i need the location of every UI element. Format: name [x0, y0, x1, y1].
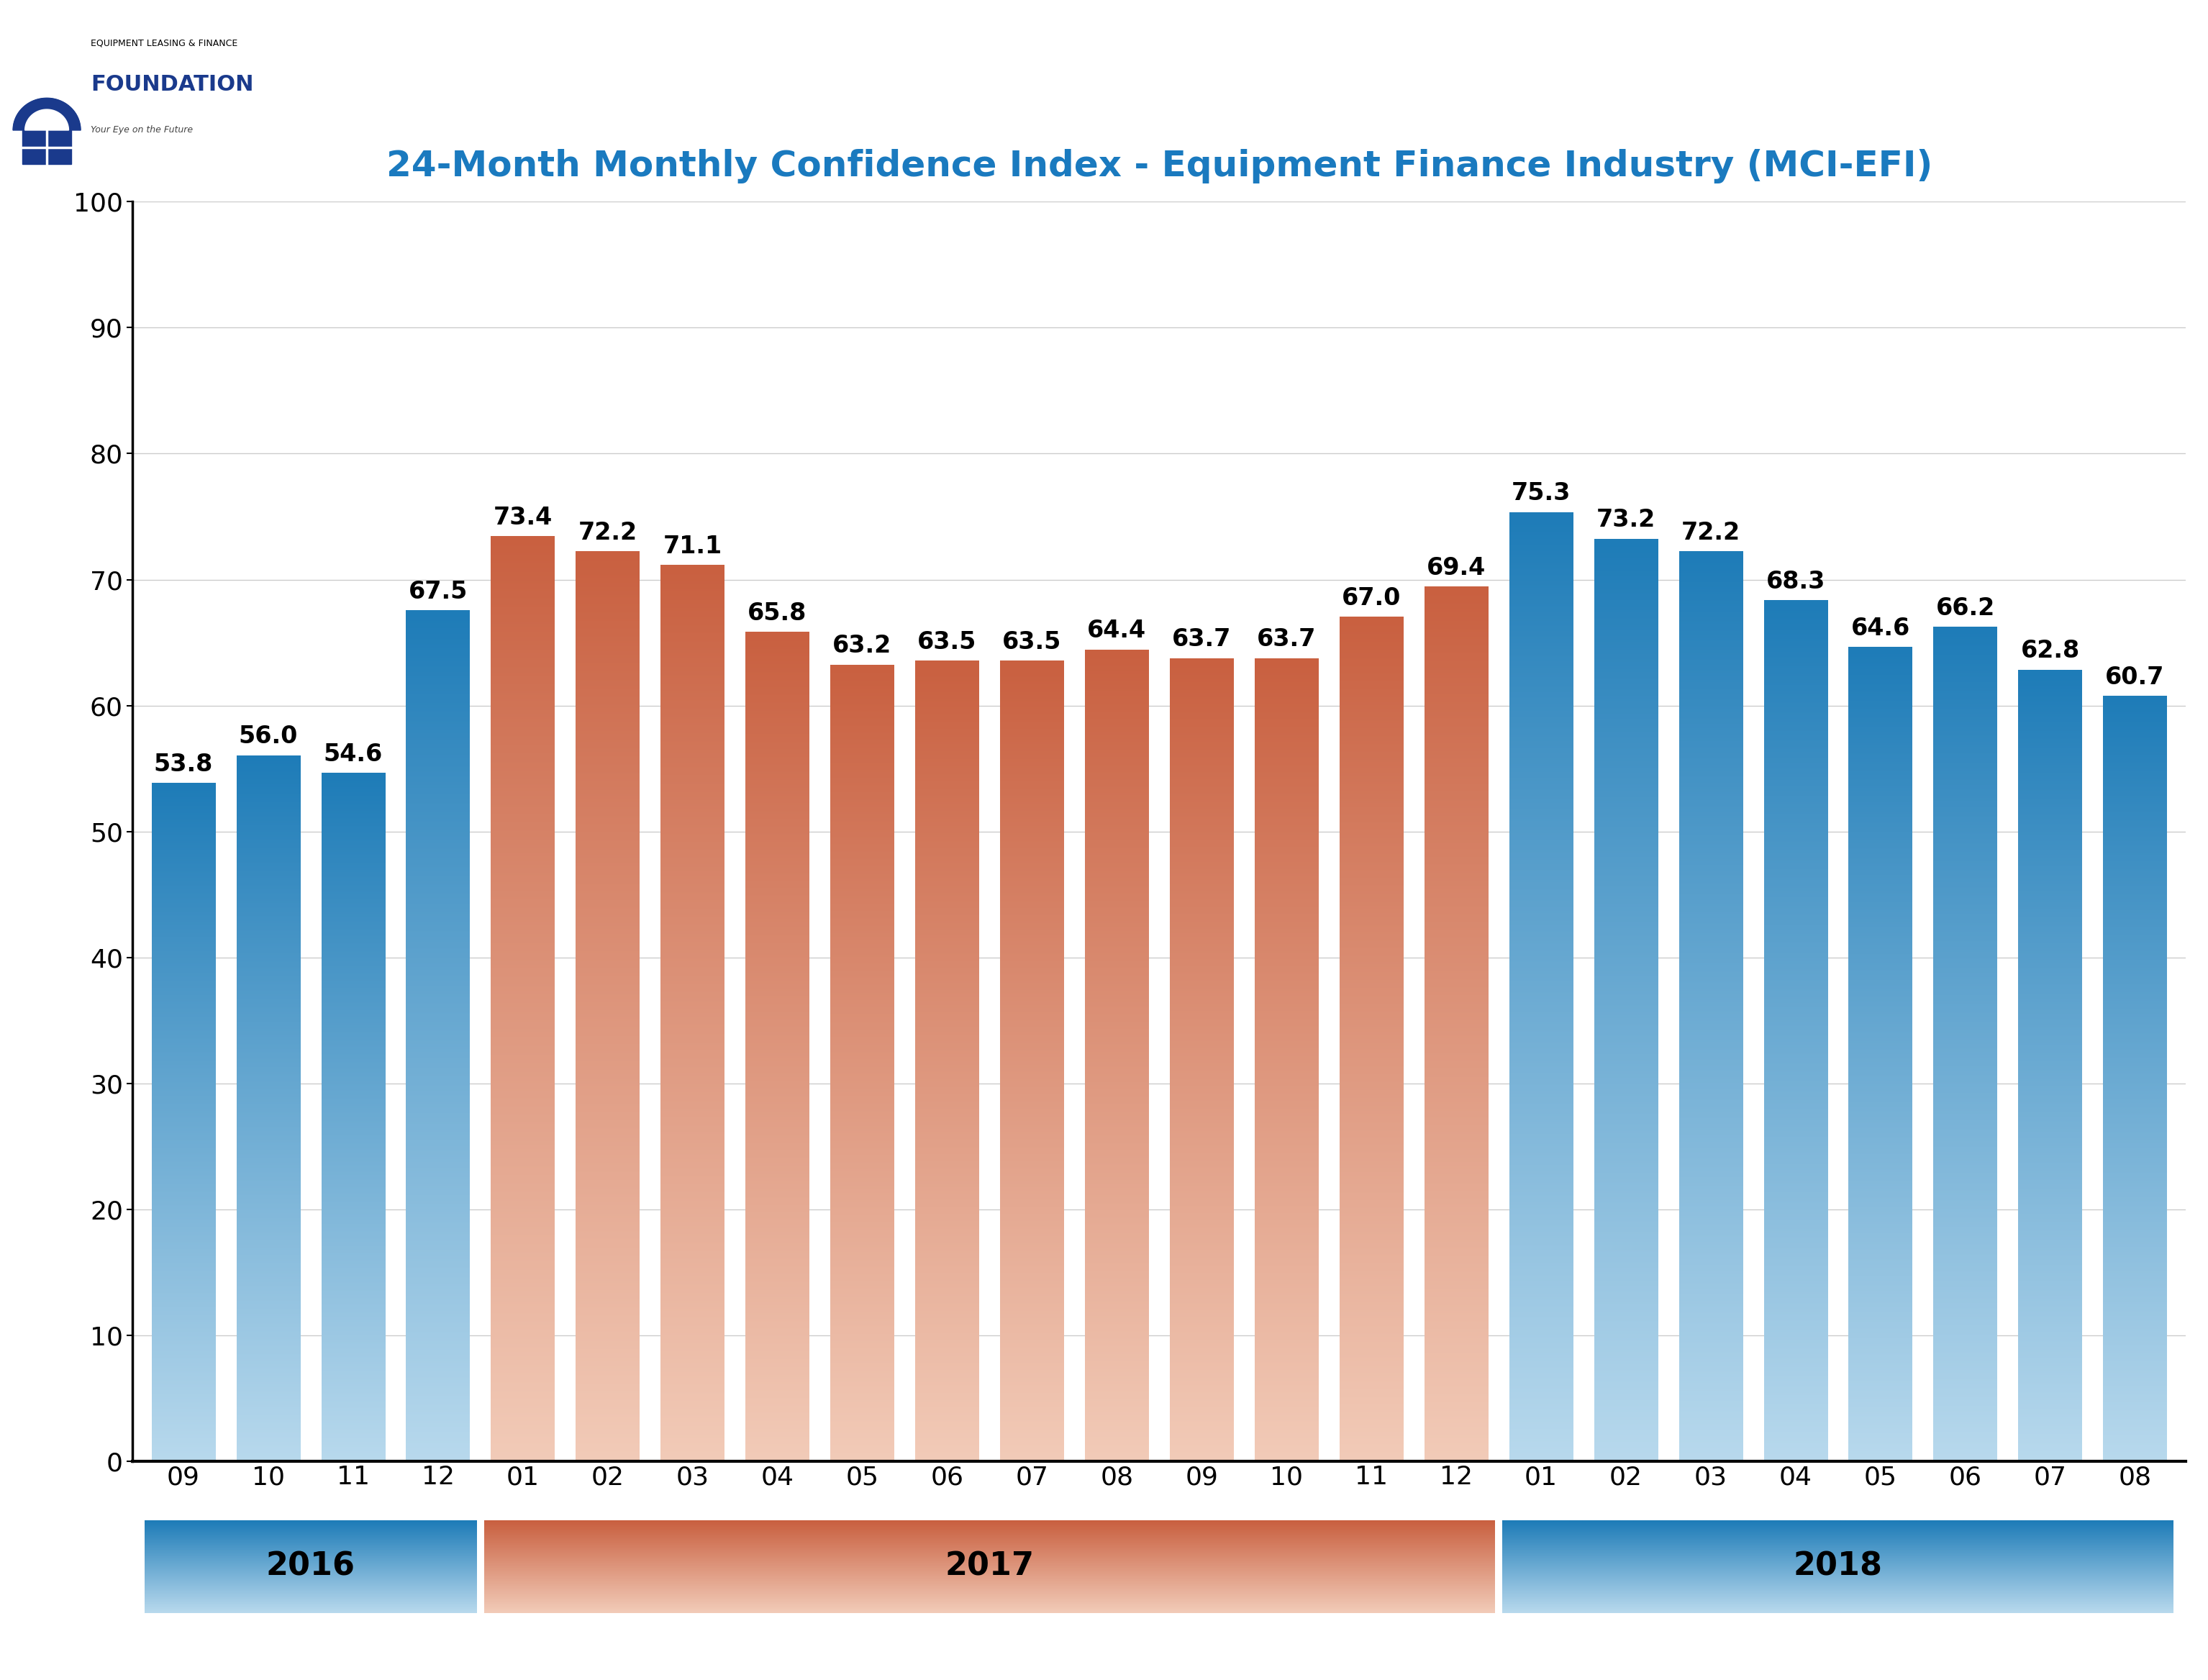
- Text: EQUIPMENT LEASING & FINANCE: EQUIPMENT LEASING & FINANCE: [91, 39, 238, 49]
- Text: 53.8: 53.8: [155, 753, 212, 776]
- Text: 67.5: 67.5: [408, 580, 468, 603]
- Text: 2018: 2018: [1793, 1551, 1883, 1583]
- Text: 2016: 2016: [267, 1551, 355, 1583]
- Text: 71.1: 71.1: [662, 534, 722, 558]
- Text: 64.4: 64.4: [1086, 618, 1146, 642]
- Text: 56.0: 56.0: [238, 724, 298, 749]
- Text: 63.5: 63.5: [919, 630, 976, 654]
- Text: 73.2: 73.2: [1596, 507, 1656, 531]
- Text: 54.6: 54.6: [325, 743, 382, 766]
- Text: FOUNDATION: FOUNDATION: [91, 74, 254, 96]
- Text: 72.2: 72.2: [578, 521, 638, 544]
- Text: 73.4: 73.4: [492, 506, 552, 529]
- Text: 64.6: 64.6: [1850, 617, 1910, 640]
- Text: 63.2: 63.2: [832, 633, 892, 657]
- Polygon shape: [13, 97, 79, 131]
- Text: 63.5: 63.5: [1002, 630, 1062, 654]
- Text: 67.0: 67.0: [1342, 586, 1400, 610]
- Text: 75.3: 75.3: [1512, 482, 1570, 506]
- Text: 62.8: 62.8: [2020, 638, 2080, 662]
- Text: 60.7: 60.7: [2106, 665, 2164, 689]
- Text: Your Eye on the Future: Your Eye on the Future: [91, 126, 192, 134]
- Text: 69.4: 69.4: [1426, 556, 1486, 580]
- Text: 68.3: 68.3: [1766, 570, 1826, 593]
- Polygon shape: [24, 109, 68, 131]
- Text: 66.2: 66.2: [1936, 596, 1994, 620]
- Text: 72.2: 72.2: [1680, 521, 1740, 544]
- Text: 63.7: 63.7: [1256, 628, 1316, 652]
- FancyBboxPatch shape: [22, 131, 71, 165]
- Text: 63.7: 63.7: [1172, 628, 1232, 652]
- Text: 2017: 2017: [945, 1551, 1033, 1583]
- Text: 65.8: 65.8: [749, 601, 806, 625]
- Title: 24-Month Monthly Confidence Index - Equipment Finance Industry (MCI-EFI): 24-Month Monthly Confidence Index - Equi…: [386, 150, 1932, 183]
